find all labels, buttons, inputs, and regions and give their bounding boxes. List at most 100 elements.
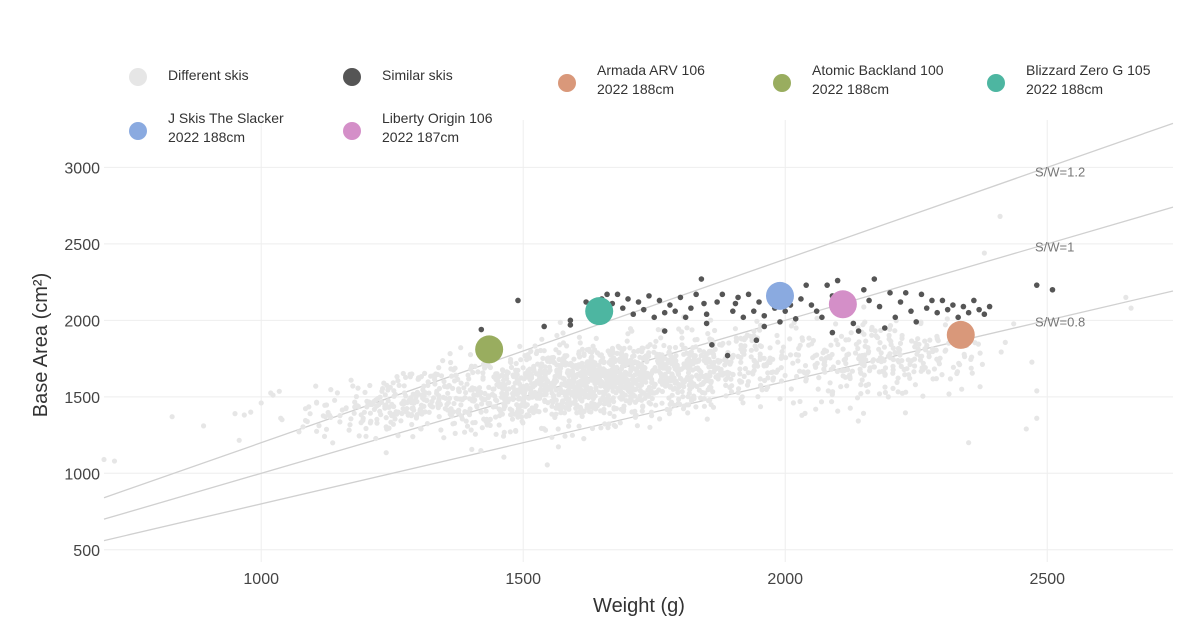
different-ski-point [510,395,516,401]
similar-ski-point [640,306,647,313]
different-ski-point [671,375,677,381]
different-ski-point [304,418,310,425]
different-ski-point [715,372,721,378]
different-ski-point [954,369,961,375]
different-ski-point [890,356,896,363]
highlighted-ski-point[interactable] [475,335,504,364]
different-ski-point [608,352,614,358]
different-ski-point [802,410,808,416]
highlighted-ski-point[interactable] [946,320,975,349]
similar-ski-point [866,297,872,304]
highlighted-skis-points [475,281,975,364]
different-ski-point [337,413,343,419]
different-ski-point [882,371,888,377]
different-ski-point [496,422,502,428]
different-ski-point [472,419,478,426]
similar-ski-point [703,320,710,327]
different-ski-point [438,373,445,379]
different-ski-point [959,386,965,392]
different-ski-point [410,405,416,411]
different-ski-point [898,363,904,369]
different-ski-point [570,384,576,390]
similar-ski-point [871,276,878,282]
legend-item[interactable]: J Skis The Slacker 2022 188cm [129,110,284,145]
different-ski-point [903,389,909,395]
y-tick-label: 1500 [64,390,100,407]
different-ski-point [795,352,802,358]
different-ski-point [542,364,548,370]
different-ski-point [661,342,667,349]
legend-item[interactable]: Blizzard Zero G 105 2022 188cm [987,62,1151,97]
similar-ski-point [792,316,799,322]
legend-item[interactable]: Liberty Origin 106 2022 187cm [343,110,493,145]
different-ski-point [418,425,424,432]
different-ski-point [508,364,515,370]
different-ski-point [790,400,797,406]
different-ski-point [888,338,894,344]
legend-item[interactable]: Different skis [129,67,249,86]
highlighted-ski-point[interactable] [765,281,794,310]
different-ski-point [632,408,638,414]
different-ski-point [922,338,928,344]
x-tick-label: 2000 [767,571,803,588]
different-ski-point [541,348,547,354]
different-ski-point [835,359,841,365]
different-ski-point [793,325,799,331]
different-ski-point [440,394,447,400]
different-ski-point [892,328,898,334]
different-ski-point [765,384,771,390]
legend-item[interactable]: Armada ARV 106 2022 188cm [558,62,705,97]
different-ski-point [494,371,500,377]
different-ski-point [854,395,861,401]
different-ski-point [912,363,918,369]
y-tick-label: 2500 [64,237,100,254]
different-ski-point [617,369,623,375]
different-ski-point [685,410,691,416]
different-ski-point [685,370,692,376]
different-ski-point [812,362,818,368]
highlighted-ski-point[interactable] [585,297,614,326]
different-ski-point [765,370,771,376]
different-ski-point [675,371,681,377]
different-ski-point [712,346,718,352]
different-ski-point [878,327,884,333]
different-ski-point [339,407,345,413]
different-ski-point [657,378,663,384]
different-ski-point [479,401,485,407]
similar-ski-point [677,294,684,301]
different-ski-point [367,410,373,416]
different-ski-point [493,397,499,403]
different-ski-point [542,398,548,405]
different-ski-point [542,407,549,413]
different-ski-point [712,327,718,334]
different-ski-point [829,390,835,396]
legend-item[interactable]: Atomic Backland 100 2022 188cm [773,62,944,97]
different-ski-point [902,372,908,378]
different-ski-point [438,427,444,433]
different-ski-point [557,319,563,325]
legend-item[interactable]: Similar skis [343,67,453,86]
reference-line-label: S/W=1 [1035,240,1074,255]
legend: Different skis Similar skis Armada ARV 106… [129,62,1151,145]
different-ski-point [503,391,509,397]
different-ski-point [856,339,862,345]
different-ski-point [918,319,924,325]
different-ski-point [522,353,528,359]
different-ski-point [426,409,432,415]
different-ski-point [510,384,516,390]
different-ski-point [422,409,428,415]
different-ski-point [911,369,917,375]
different-ski-point [689,327,695,333]
highlighted-ski-point[interactable] [828,290,857,319]
different-ski-point [564,380,570,386]
different-ski-point [373,435,379,442]
different-ski-point [607,410,613,416]
different-ski-point [553,387,559,393]
different-ski-point [645,387,651,393]
different-ski-point [896,346,902,352]
different-ski-point [537,369,543,375]
different-ski-point [497,408,504,414]
different-ski-point [660,356,666,362]
different-ski-point [487,416,493,422]
different-ski-point [332,397,338,403]
